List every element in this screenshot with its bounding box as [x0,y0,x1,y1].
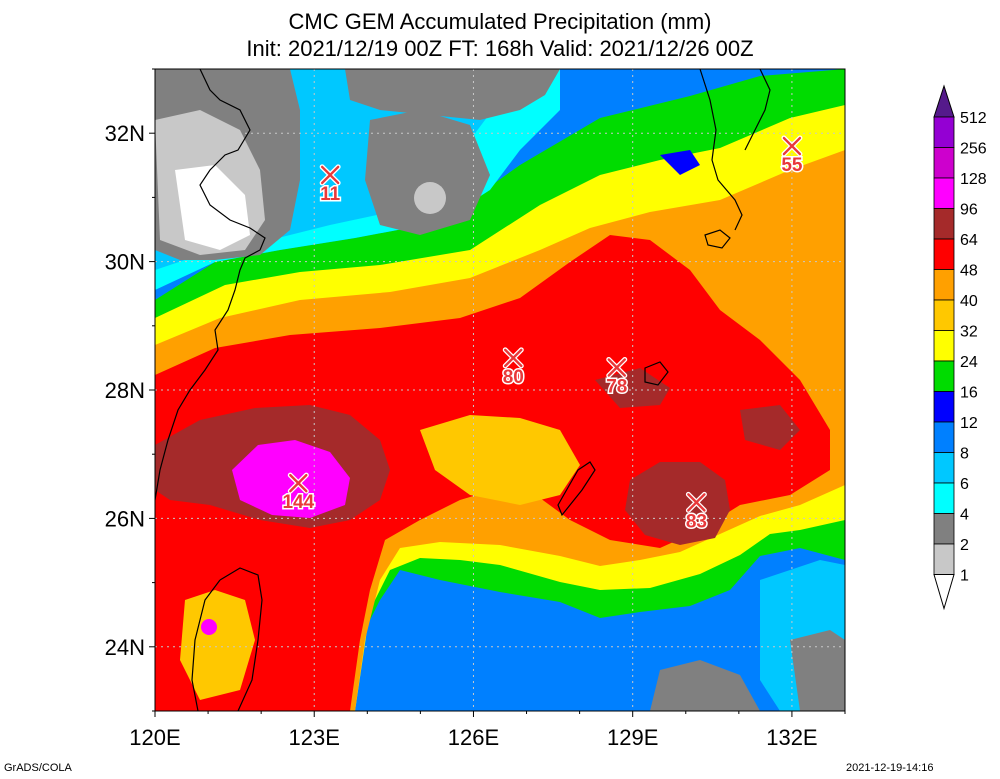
x-tick-label: 129E [607,725,658,750]
legend-swatch-top [933,84,955,118]
legend-label: 1 [960,568,969,585]
legend-label: 96 [960,202,978,219]
legend-swatch [933,513,955,545]
legend-swatch [933,452,955,484]
y-tick-label: 30N [105,250,145,275]
x-tick-label: 123E [289,725,340,750]
legend-label: 64 [960,232,978,249]
marker-x [504,348,523,368]
legend-label: 4 [960,507,969,524]
legend-label: 2 [960,537,969,554]
marker-x [607,358,626,377]
footer-timestamp: 2021-12-19-14:16 [846,762,934,774]
max-marker: 144 [281,472,316,515]
legend-swatch [933,238,955,270]
marker-value: 55 [781,155,803,176]
legend-swatch [933,391,955,423]
x-tick-label: 126E [448,725,499,750]
legend-swatch [933,330,955,362]
legend-label: 12 [960,415,978,432]
chart-title: CMC GEM Accumulated Precipitation (mm) [288,9,712,34]
marker-value: 80 [503,367,524,388]
legend-label: 6 [960,476,969,493]
marker-value: 144 [282,492,314,513]
marker-value: 83 [686,511,707,532]
legend-label: 128 [960,171,987,188]
legend-label: 48 [960,263,978,280]
legend-swatch [933,208,955,240]
legend-swatch [933,269,955,301]
chart-subtitle: Init: 2021/12/19 00Z FT: 168h Valid: 202… [246,36,754,61]
legend-swatch-bottom [933,574,955,611]
legend-swatch [933,482,955,514]
max-markers: 144 80 78 83 11 55 [281,135,804,534]
y-tick-label: 32N [105,121,145,146]
legend-label: 40 [960,293,978,310]
y-tick-label: 26N [105,506,145,531]
legend-label: 16 [960,385,978,402]
legend-label: 32 [960,324,978,341]
legend-swatch [933,299,955,331]
x-tick-label: 132E [766,725,817,750]
legend-swatch [933,360,955,392]
max-marker: 11 [319,164,342,206]
legend-label: 512 [960,110,987,127]
y-tick-label: 28N [105,378,145,403]
legend-swatch [933,116,955,148]
max-marker: 55 [780,135,804,178]
marker-x [782,136,802,156]
marker-x [289,473,308,493]
marker-x [320,165,340,185]
legend-label: 8 [960,446,969,463]
legend-swatch [933,543,955,575]
marker-value: 78 [606,377,627,398]
coastlines [155,69,771,711]
legend-swatch [933,421,955,453]
legend-swatch [933,177,955,209]
marker-value: 11 [320,184,341,205]
axis-ticks: 120E 123E 126E 129E 132E 24N 26N 28N 30N 32N [105,68,846,750]
max-marker: 78 [605,357,629,399]
legend-label: 24 [960,354,978,371]
marker-x [687,493,706,512]
footer-credit: GrADS/COLA [4,762,72,774]
legend-swatch [933,147,955,179]
x-tick-label: 120E [129,725,180,750]
max-marker: 80 [501,347,525,389]
legend-label: 256 [960,141,987,158]
y-tick-label: 24N [105,635,145,660]
max-marker: 83 [684,491,708,534]
